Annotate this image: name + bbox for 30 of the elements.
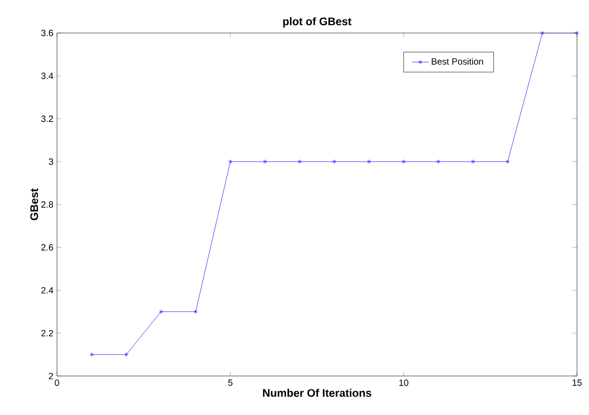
chart-title: plot of GBest (283, 17, 352, 28)
y-tick-label: 3.4 (41, 72, 54, 80)
point (367, 159, 371, 164)
point (402, 159, 406, 164)
x-tick-label: 0 (54, 380, 60, 386)
y-tick-label: 2.4 (41, 287, 54, 294)
x-tick-label: 10 (399, 380, 408, 386)
point (159, 309, 163, 314)
legend-label: Best Position (432, 58, 484, 65)
point (540, 30, 544, 36)
point (124, 352, 128, 357)
point (194, 309, 198, 314)
point (506, 159, 510, 164)
point (298, 159, 302, 164)
y-tick-label: 3 (48, 158, 54, 165)
y-tick-label: 2.8 (41, 201, 54, 208)
point (436, 159, 440, 164)
y-tick-label: 3.6 (41, 30, 54, 36)
point (228, 159, 232, 164)
y-tick-label: 2.2 (41, 330, 54, 336)
point (263, 159, 267, 164)
x-axis-title: Number Of Iterations (263, 388, 372, 397)
y-tick-label: 3.2 (41, 116, 54, 122)
point (471, 159, 475, 164)
point (332, 159, 336, 164)
x-tick-label: 15 (572, 380, 582, 386)
x-tick-label: 5 (228, 380, 232, 386)
y-axis-title: GBest (30, 188, 38, 220)
y-tick-label: 2 (48, 372, 54, 380)
y-tick-label: 2.6 (41, 244, 54, 251)
